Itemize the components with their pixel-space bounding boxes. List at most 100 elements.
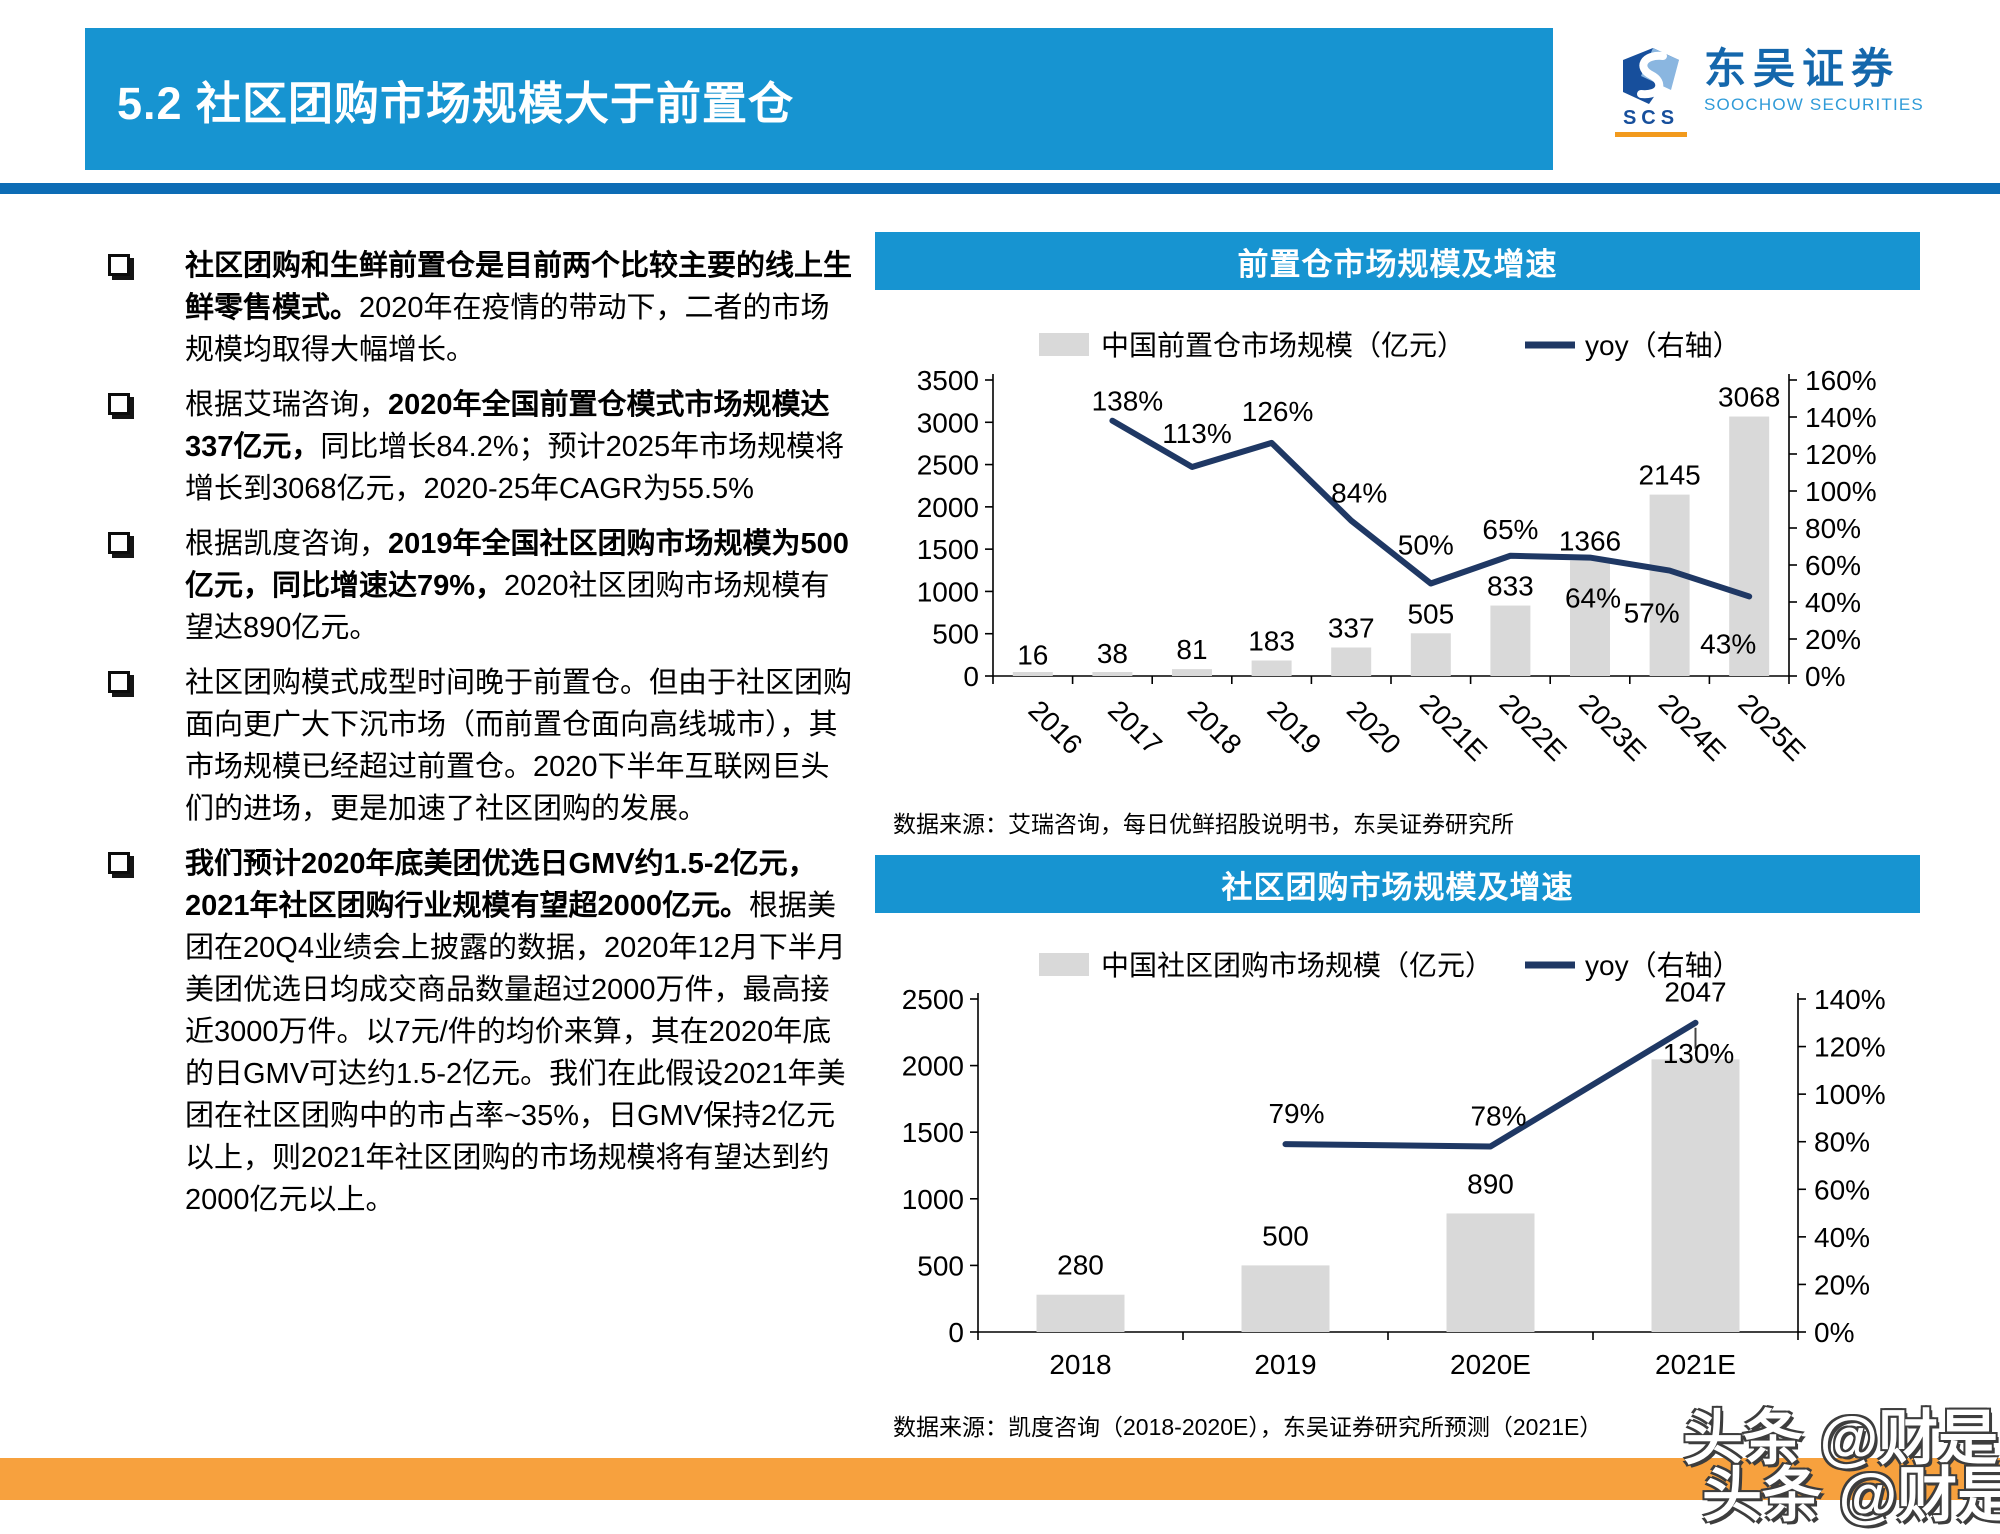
svg-text:84%: 84% [1331,478,1387,509]
svg-text:2018: 2018 [1182,694,1248,760]
svg-text:0%: 0% [1814,1317,1854,1348]
svg-text:1500: 1500 [902,1117,964,1148]
bullet-text: 根据凯度咨询，2019年全国社区团购市场规模为500亿元，同比增速达79%，20… [185,528,849,644]
bullet-item: 社区团购和生鲜前置仓是目前两个比较主要的线上生鲜零售模式。2020年在疫情的带动… [108,245,863,371]
svg-text:280: 280 [1057,1250,1104,1281]
svg-text:2020E: 2020E [1450,1349,1531,1380]
logo-name-en: SOOCHOW SECURITIES [1704,95,1924,115]
svg-text:2019: 2019 [1254,1349,1316,1380]
svg-text:2020: 2020 [1341,694,1407,760]
svg-text:0%: 0% [1805,661,1845,692]
logo-mark: SCS [1612,46,1690,137]
chart-legend: 中国前置仓市场规模（亿元） yoy（右轴） [1039,330,1741,361]
svg-text:140%: 140% [1814,984,1886,1015]
svg-text:2019: 2019 [1261,694,1327,760]
community-group-buy-combo-chart: 中国社区团购市场规模（亿元） yoy（右轴） 0 500 1000 1500 2000 250… [902,950,1886,1380]
soochow-logo-icon [1623,48,1679,104]
page-title: 5.2 社区团购市场规模大于前置仓 [117,77,795,129]
svg-text:2047: 2047 [1664,976,1726,1007]
svg-text:1500: 1500 [917,534,979,565]
svg-text:2024E: 2024E [1653,688,1732,767]
svg-text:500: 500 [932,619,979,650]
svg-text:80%: 80% [1805,513,1861,544]
svg-text:100%: 100% [1814,1079,1886,1110]
svg-text:2000: 2000 [917,492,979,523]
right-axis-labels: 0% 20% 40% 60% 80% 100% 120% 140% 160% [1805,365,1877,692]
svg-text:50%: 50% [1398,530,1454,561]
yoy-labels: 138%113% 126% 84% 50% 65% 64% 57% 43% [1092,386,1757,660]
bullet-list: 社区团购和生鲜前置仓是目前两个比较主要的线上生鲜零售模式。2020年在疫情的带动… [108,245,863,1234]
svg-text:2022E: 2022E [1494,688,1573,767]
chart-card-community-group-buy: 社区团购市场规模及增速 中国社区团购市场规模（亿元） yoy（右轴） 0 500 100… [875,855,1920,1442]
svg-text:120%: 120% [1805,439,1877,470]
logo-name-cn: 东吴证券 [1704,45,1901,92]
bullet-text: 社区团购和生鲜前置仓是目前两个比较主要的线上生鲜零售模式。2020年在疫情的带动… [185,250,853,366]
svg-text:中国社区团购市场规模（亿元）: 中国社区团购市场规模（亿元） [1101,950,1493,981]
bullet-square-icon [108,245,185,371]
svg-text:80%: 80% [1814,1127,1870,1158]
svg-text:20%: 20% [1814,1269,1870,1300]
svg-text:140%: 140% [1805,402,1877,433]
svg-text:890: 890 [1467,1168,1514,1199]
bullet-item: 根据凯度咨询，2019年全国社区团购市场规模为500亿元，同比增速达79%，20… [108,523,863,649]
chart-card-forward-warehouse: 前置仓市场规模及增速 中国前置仓市场规模（亿元） yoy（右轴） 0 500 1000 1… [875,232,1920,839]
svg-text:113%: 113% [1162,418,1232,449]
svg-text:1366: 1366 [1559,525,1621,556]
svg-text:337: 337 [1328,612,1375,643]
svg-text:40%: 40% [1805,587,1861,618]
svg-text:1000: 1000 [917,576,979,607]
svg-text:38: 38 [1097,638,1128,669]
svg-text:79%: 79% [1268,1098,1324,1129]
yoy-labels: 79% 78% 130% [1268,1038,1734,1132]
svg-text:2000: 2000 [902,1051,964,1082]
svg-text:64%: 64% [1565,583,1621,614]
right-axis-labels: 0% 20% 40% 60% 80% 100% 120% 140% [1814,984,1886,1348]
svg-text:126%: 126% [1242,396,1314,427]
logo-abbr: SCS [1622,107,1680,129]
soochow-securities-logo: SCS 东吴证券 SOOCHOW SECURITIES [1612,45,1924,137]
svg-text:2025E: 2025E [1732,688,1811,767]
yoy-line [1109,417,1753,600]
bullet-square-icon [108,384,185,510]
svg-text:100%: 100% [1805,476,1877,507]
bottom-orange-band [0,1458,2000,1500]
svg-text:2021E: 2021E [1414,688,1493,767]
x-axis-labels: 2018 2019 2020E 2021E [1049,1349,1736,1380]
yoy-line [1282,1019,1699,1150]
svg-text:505: 505 [1407,598,1454,629]
bar-series [1012,416,1770,676]
svg-text:500: 500 [1262,1220,1309,1251]
svg-text:2500: 2500 [902,984,964,1015]
svg-text:138%: 138% [1092,386,1164,417]
svg-text:65%: 65% [1482,514,1538,545]
bullet-text: 我们预计2020年底美团优选日GMV约1.5-2亿元，2021年社区团购行业规模… [185,848,846,1216]
svg-text:3500: 3500 [917,365,979,396]
svg-text:0: 0 [963,661,979,692]
chart-source: 数据来源：凯度咨询（2018-2020E），东吴证券研究所预测（2021E） [893,1414,1603,1440]
svg-text:60%: 60% [1805,550,1861,581]
watermark: 头条 @财是 [1702,1462,2000,1529]
svg-text:81: 81 [1176,634,1207,665]
bar-value-labels: 280 500 890 2047 [1057,976,1727,1280]
svg-text:yoy（右轴）: yoy（右轴） [1585,950,1741,981]
chart-title: 前置仓市场规模及增速 [875,232,1920,290]
bullet-item: 社区团购模式成型时间晚于前置仓。但由于社区团购面向更广大下沉市场（而前置仓面向高… [108,662,863,830]
x-axis-labels: 2016 2017 2018 2019 2020 2021E 2022E 2023E 2024E… [1023,688,1812,767]
svg-text:2018: 2018 [1049,1349,1111,1380]
bar-value-labels: 16 38 81 183 337 505 833 1366 2145 3068 [1017,382,1780,671]
svg-text:2016: 2016 [1023,694,1089,760]
svg-text:中国前置仓市场规模（亿元）: 中国前置仓市场规模（亿元） [1101,330,1465,361]
svg-text:3068: 3068 [1718,382,1780,413]
svg-text:60%: 60% [1814,1174,1870,1205]
svg-text:183: 183 [1248,626,1295,657]
svg-text:3000: 3000 [917,407,979,438]
svg-text:2017: 2017 [1102,694,1168,760]
chart-source: 数据来源：艾瑞咨询，每日优鲜招股说明书，东吴证券研究所 [893,811,1514,837]
bullet-square-icon [108,662,185,830]
left-axis-labels: 0 500 1000 1500 2000 2500 [902,984,964,1348]
svg-text:78%: 78% [1470,1100,1526,1131]
bullet-square-icon [108,843,185,1221]
left-axis-labels: 0 500 1000 1500 2000 2500 3000 3500 [917,365,979,692]
svg-text:0: 0 [948,1317,964,1348]
svg-text:20%: 20% [1805,624,1861,655]
